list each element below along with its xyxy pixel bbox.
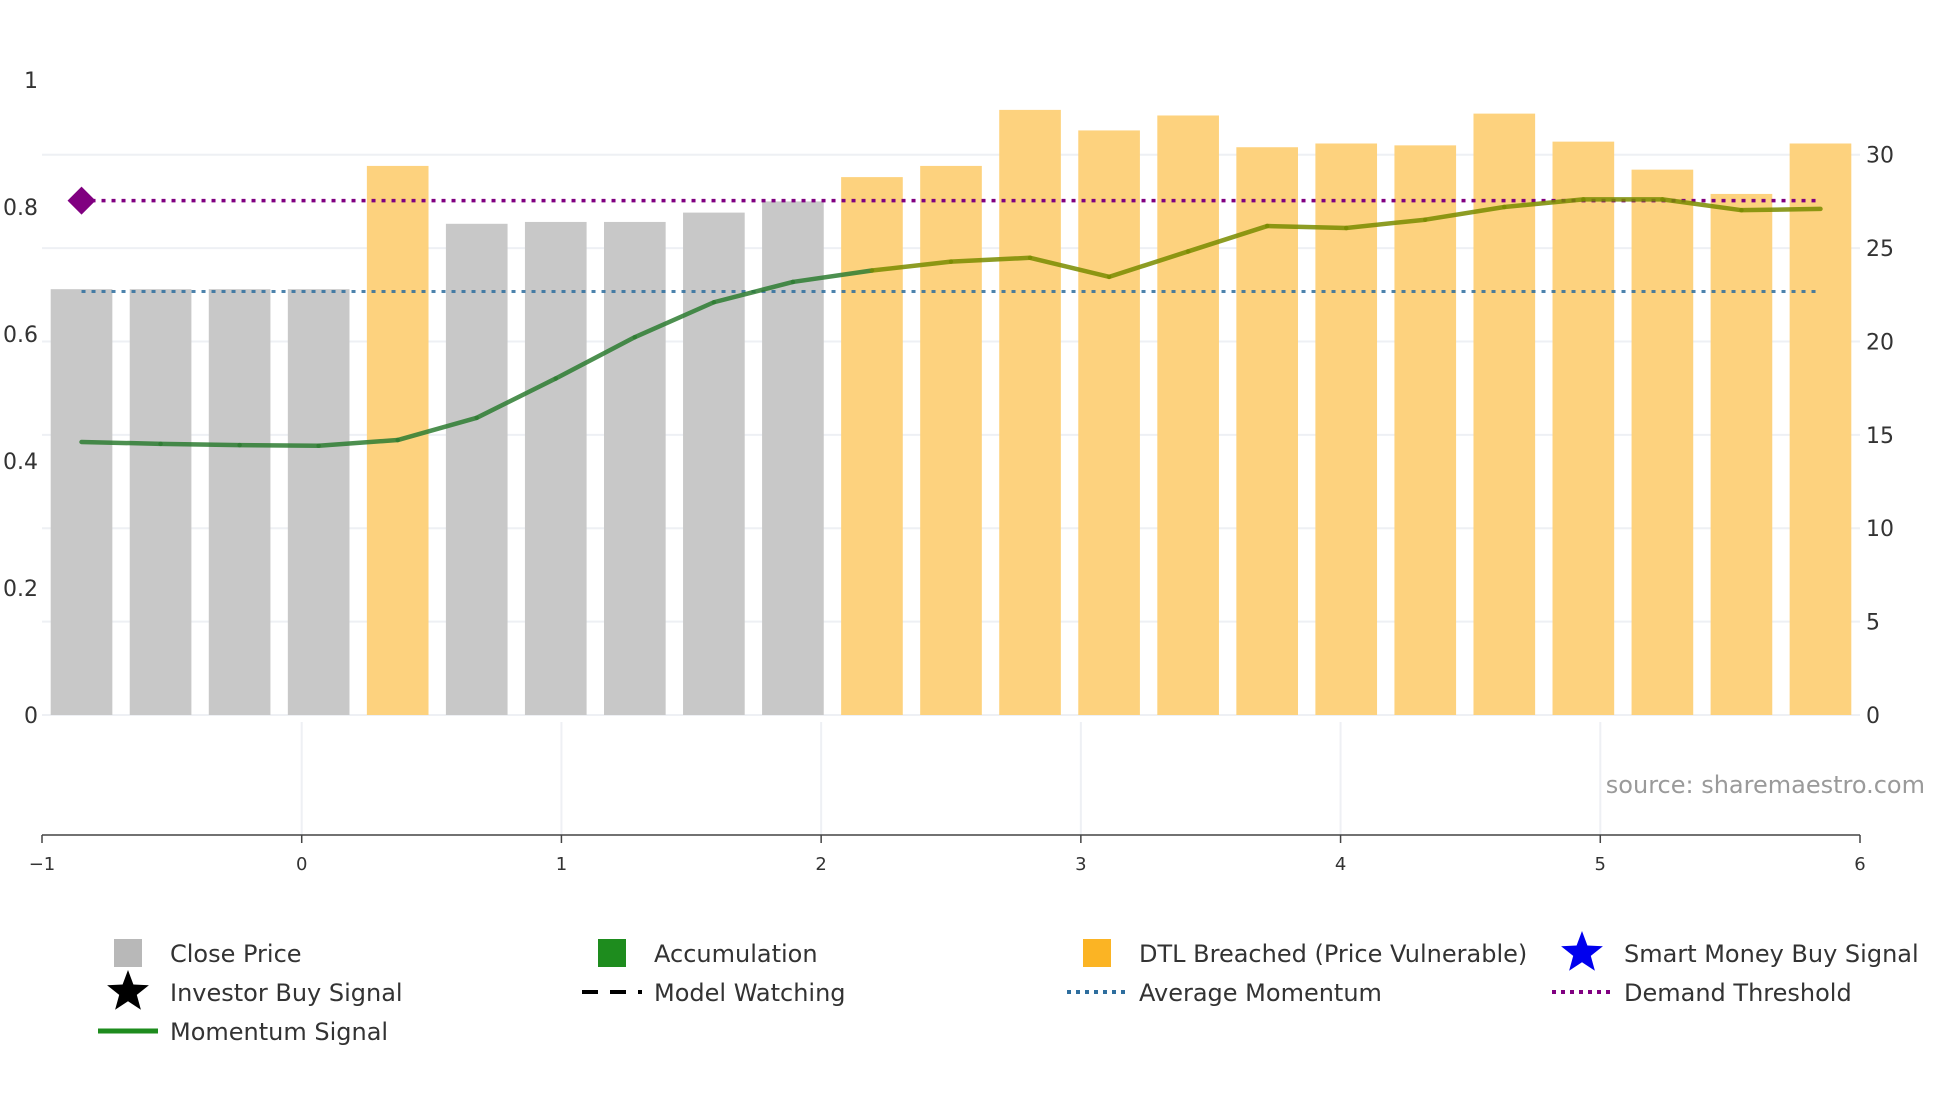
momentum-segment bbox=[1423, 204, 1507, 222]
close-price-bar bbox=[129, 289, 192, 715]
close-price-bar bbox=[920, 165, 982, 716]
legend-label: Model Watching bbox=[654, 979, 846, 1007]
close-price-bar bbox=[287, 289, 350, 715]
smart-money-buy-signal-legend-icon bbox=[1561, 931, 1603, 971]
legend: Close Price Accumulation DTL Breached (Pri… bbox=[98, 931, 1919, 1046]
bottom-axis-tick: 0 bbox=[296, 854, 307, 875]
close-price-bar bbox=[603, 221, 666, 716]
right-axis-tick: 25 bbox=[1866, 237, 1894, 262]
close-price-bar bbox=[1473, 113, 1536, 715]
close-price-bars bbox=[50, 109, 1852, 716]
momentum-segment bbox=[1027, 255, 1112, 280]
close-price-bar bbox=[1078, 130, 1140, 716]
bottom-axis-tick: 3 bbox=[1075, 854, 1086, 875]
momentum-segment bbox=[711, 279, 796, 305]
momentum-segment bbox=[869, 259, 954, 273]
momentum-segment bbox=[1739, 206, 1823, 213]
close-price-bar bbox=[683, 212, 745, 715]
close-price-bar bbox=[1710, 193, 1773, 716]
source-label: source: sharemaestro.com bbox=[1606, 771, 1925, 799]
momentum-line bbox=[79, 197, 1823, 449]
investor-buy-signal-legend-icon bbox=[107, 970, 149, 1010]
legend-label: Momentum Signal bbox=[170, 1018, 388, 1046]
legend-label: Close Price bbox=[170, 940, 302, 968]
right-axis: 0 5 10 15 20 25 30 bbox=[1866, 144, 1894, 729]
close-price-bar bbox=[445, 223, 508, 715]
right-axis-tick: 10 bbox=[1866, 517, 1894, 542]
close-price-bar bbox=[841, 177, 903, 715]
legend-label: DTL Breached (Price Vulnerable) bbox=[1139, 940, 1527, 968]
bottom-axis-tick: 2 bbox=[815, 854, 826, 875]
left-axis-tick: 0.6 bbox=[3, 323, 38, 348]
right-axis-tick: 5 bbox=[1866, 611, 1880, 636]
momentum-segment bbox=[948, 255, 1033, 264]
close-price-bar bbox=[1631, 169, 1694, 715]
momentum-segment bbox=[316, 437, 400, 449]
close-price-bar bbox=[1157, 115, 1219, 715]
left-axis-tick: 1 bbox=[24, 69, 38, 94]
close-price-bar bbox=[999, 109, 1061, 716]
momentum-segment bbox=[158, 441, 242, 448]
legend-label: Demand Threshold bbox=[1624, 979, 1852, 1007]
bottom-axis-tick: 5 bbox=[1595, 854, 1606, 875]
momentum-segment bbox=[395, 415, 479, 443]
left-axis-tick: 0 bbox=[24, 704, 38, 729]
momentum-segment bbox=[790, 268, 875, 285]
dtl-breached-price-vulnerable-legend-icon bbox=[1083, 939, 1111, 967]
bottom-axis-tick: 4 bbox=[1335, 854, 1346, 875]
demand-threshold-marker bbox=[67, 186, 96, 215]
legend-label: Smart Money Buy Signal bbox=[1624, 940, 1919, 968]
close-price-bar bbox=[1315, 143, 1378, 715]
right-axis-tick: 0 bbox=[1866, 704, 1880, 729]
left-axis-tick: 0.2 bbox=[3, 577, 38, 602]
momentum-segment bbox=[474, 376, 559, 421]
close-price-bar bbox=[1236, 147, 1299, 715]
momentum-segment bbox=[553, 334, 638, 381]
close-price-legend-icon bbox=[114, 939, 142, 967]
legend-label: Investor Buy Signal bbox=[170, 979, 403, 1007]
close-price-bar bbox=[208, 289, 271, 715]
close-price-bar bbox=[1789, 143, 1852, 715]
left-axis-tick: 0.8 bbox=[3, 196, 38, 221]
accumulation-legend-icon bbox=[598, 939, 626, 967]
right-axis-tick: 15 bbox=[1866, 424, 1894, 449]
left-axis-tick: 0.4 bbox=[3, 450, 38, 475]
momentum-segment bbox=[1185, 223, 1270, 254]
momentum-segment bbox=[79, 439, 163, 447]
right-axis-tick: 30 bbox=[1866, 144, 1894, 169]
momentum-segment bbox=[237, 442, 321, 449]
bottom-axis: −1 0 1 2 3 4 5 6 bbox=[29, 834, 1866, 875]
right-axis-tick: 20 bbox=[1866, 330, 1894, 355]
left-axis: 0 0.2 0.4 0.6 0.8 1 bbox=[3, 69, 38, 729]
bottom-axis-tick: 1 bbox=[556, 854, 567, 875]
close-price-bar bbox=[50, 289, 113, 715]
momentum-segment bbox=[1502, 197, 1586, 210]
legend-label: Accumulation bbox=[654, 940, 818, 968]
momentum-segment bbox=[632, 300, 717, 340]
momentum-segment bbox=[1106, 249, 1191, 280]
momentum-segment bbox=[1343, 217, 1428, 231]
close-price-bar bbox=[1552, 141, 1615, 716]
close-price-bar bbox=[1394, 145, 1457, 715]
bottom-axis-tick: −1 bbox=[29, 854, 56, 875]
markers bbox=[67, 186, 96, 215]
legend-label: Average Momentum bbox=[1139, 979, 1382, 1007]
momentum-segment bbox=[1660, 197, 1744, 213]
momentum-segment bbox=[1264, 223, 1349, 231]
close-price-bar bbox=[524, 221, 587, 716]
bottom-axis-tick: 6 bbox=[1854, 854, 1865, 875]
